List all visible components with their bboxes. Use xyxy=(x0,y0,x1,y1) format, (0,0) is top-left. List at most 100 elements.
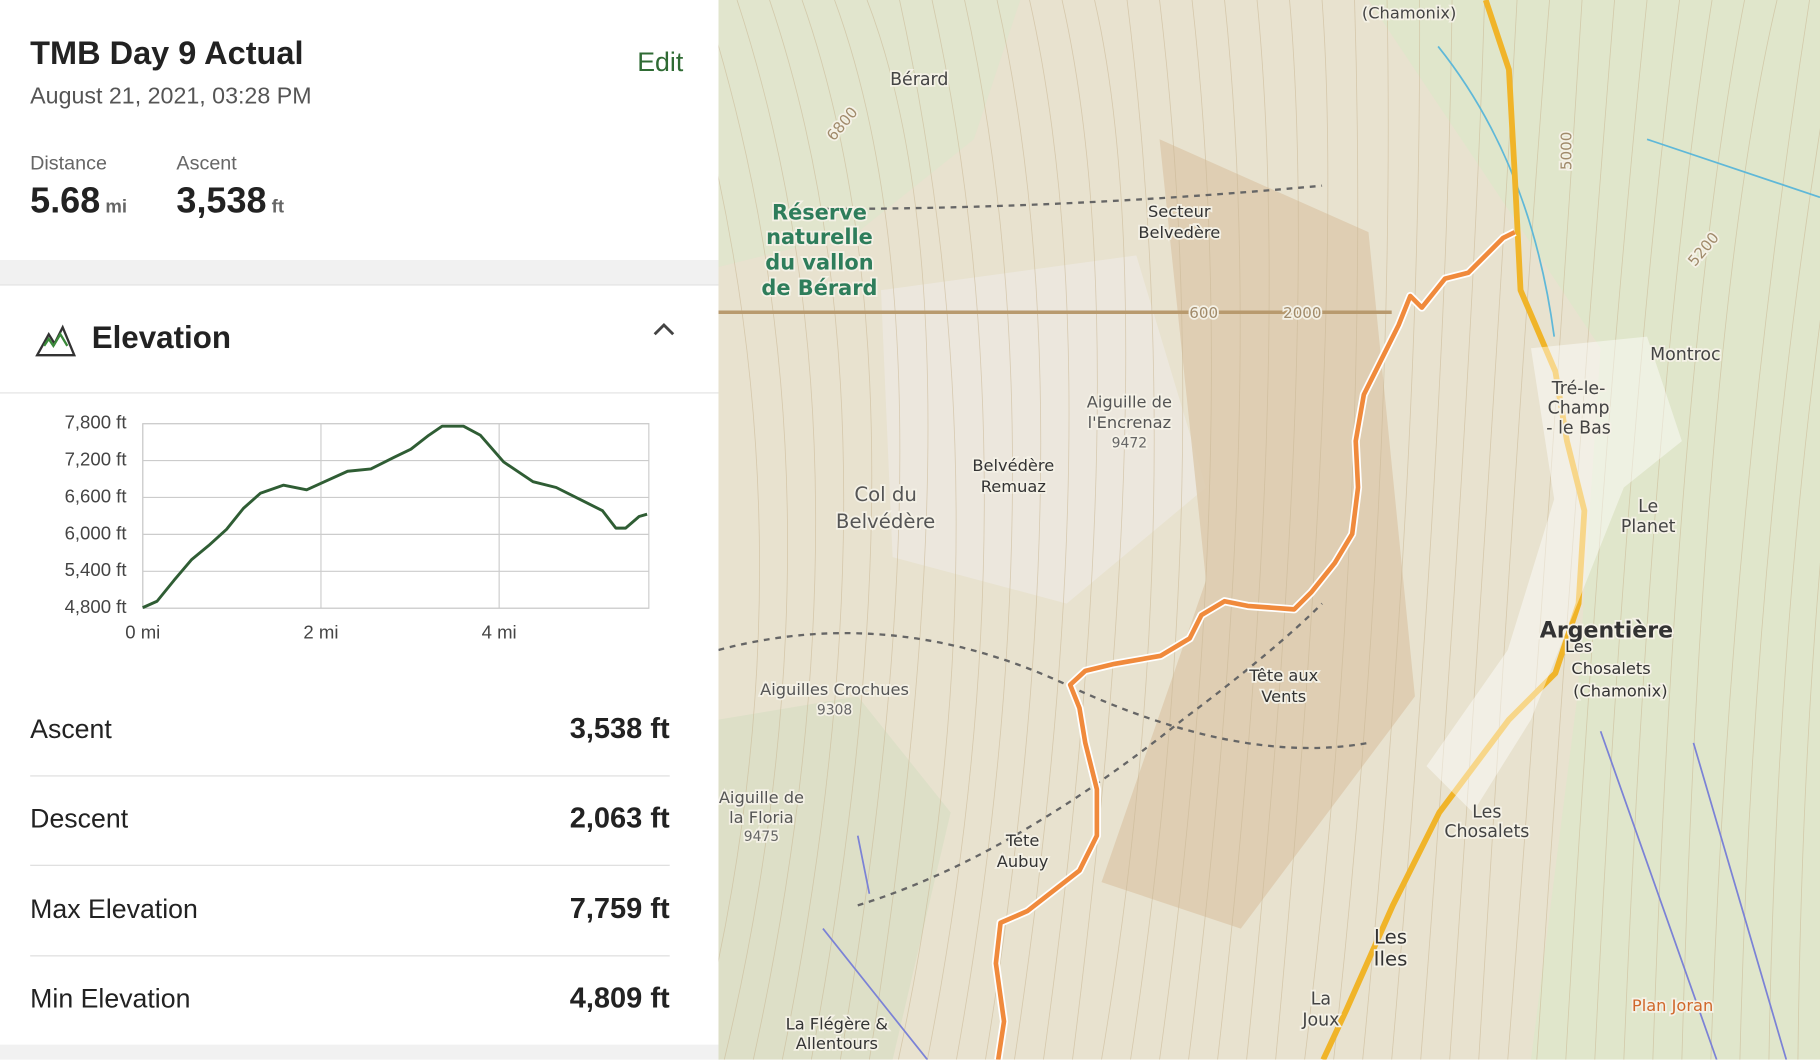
contour xyxy=(1594,0,1680,1060)
contour xyxy=(1681,0,1778,1060)
map-label: 5000 xyxy=(1557,132,1575,170)
map-label: Col du xyxy=(854,483,917,506)
contour xyxy=(1159,0,1212,1060)
map-label: naturelle xyxy=(766,225,873,249)
contour xyxy=(801,0,873,1060)
map-label: Aiguilles Crochues xyxy=(760,680,909,699)
lift xyxy=(822,730,1788,1060)
map-label: Champ xyxy=(1548,399,1610,419)
row-value: 4,809 ft xyxy=(569,981,670,1015)
map-label: 600 xyxy=(1189,304,1218,322)
map-label: du vallon xyxy=(765,250,873,274)
contour xyxy=(1797,562,1820,1060)
contour xyxy=(834,0,901,1060)
x-tick-label: 0 mi xyxy=(125,622,160,643)
contour xyxy=(736,0,816,1060)
map-label: la Floria xyxy=(729,808,794,827)
map-label: Réserve xyxy=(772,201,867,225)
contour xyxy=(956,0,1013,1060)
contour xyxy=(1536,0,1615,1060)
map-label: Plan Joran xyxy=(1632,996,1713,1015)
map-label: Secteur xyxy=(1148,202,1211,221)
map-label: Tré-le- xyxy=(1551,379,1606,399)
map-label: Belvédère xyxy=(972,456,1054,475)
contour xyxy=(1333,0,1389,1060)
terrain xyxy=(1101,139,1415,929)
unit: mi xyxy=(105,197,128,218)
town xyxy=(1426,336,1682,813)
map-label: Allentours xyxy=(796,1034,878,1053)
map-label: 9475 xyxy=(744,829,779,845)
map-label: Les xyxy=(1565,637,1592,656)
row-value: 3,538 ft xyxy=(569,712,670,746)
map-label: Tête aux xyxy=(1248,666,1318,685)
map-label: Vents xyxy=(1261,687,1306,706)
contour xyxy=(1739,128,1820,1060)
contour xyxy=(1507,0,1583,1060)
elevation-chart: 4,800 ft 5,400 ft 6,000 ft 6,600 ft 7,200 ft… xyxy=(65,412,650,643)
terrain xyxy=(718,696,951,1060)
contour xyxy=(769,0,845,1060)
map-label: Les xyxy=(1374,925,1407,948)
y-tick-label: 6,000 ft xyxy=(65,522,128,543)
elevation-icon xyxy=(35,324,77,357)
row-value: 2,063 ft xyxy=(569,802,670,835)
section-title: Elevation xyxy=(91,320,232,356)
map-label: Belvedère xyxy=(1138,223,1220,242)
contour xyxy=(1478,0,1550,1060)
contour xyxy=(1101,0,1155,1060)
row-label: Min Elevation xyxy=(30,983,191,1014)
row-value: 7,759 ft xyxy=(569,892,670,926)
map-label: Le xyxy=(1638,497,1658,517)
map-label: Belvédère xyxy=(836,510,935,533)
summary-label: Ascent xyxy=(176,152,237,175)
unit: ft xyxy=(271,197,285,218)
map-label: La xyxy=(1311,989,1331,1009)
contour xyxy=(1710,0,1810,1060)
map-label: (Chamonix) xyxy=(1573,681,1667,700)
divider xyxy=(0,392,719,394)
collapse-button[interactable] xyxy=(650,319,678,340)
map-label: Aiguille de xyxy=(719,788,804,807)
side-panel: TMB Day 9 Actual August 21, 2021, 03:28 … xyxy=(0,0,720,1060)
contour xyxy=(1623,0,1713,1060)
map-label: Argentière xyxy=(1540,618,1673,643)
edit-button[interactable]: Edit xyxy=(637,46,684,77)
value: 3,538 xyxy=(176,179,267,221)
track-title: TMB Day 9 Actual xyxy=(30,34,304,71)
map-label: Tete xyxy=(1005,831,1040,850)
row-label: Ascent xyxy=(30,713,112,745)
summary-label: Distance xyxy=(30,152,107,175)
contour xyxy=(927,0,985,1060)
road xyxy=(1320,0,1588,1060)
row-divider xyxy=(30,955,670,957)
contour xyxy=(1652,0,1745,1060)
y-tick-label: 7,200 ft xyxy=(65,448,128,469)
contour xyxy=(1130,0,1184,1060)
trail xyxy=(718,184,1369,907)
y-tick-label: 7,800 ft xyxy=(65,412,128,433)
contour xyxy=(1420,0,1485,1060)
map-label: Iles xyxy=(1374,947,1408,970)
map-label: Montroc xyxy=(1650,345,1721,365)
x-tick-label: 4 mi xyxy=(482,622,517,643)
map-label: Aubuy xyxy=(997,852,1049,871)
map-label: 9472 xyxy=(1112,435,1147,451)
contour xyxy=(1565,0,1648,1060)
map-label: Remuaz xyxy=(981,477,1046,496)
map-label: - le Bas xyxy=(1546,418,1611,438)
contour xyxy=(897,0,957,1060)
map-label: Les xyxy=(1472,802,1501,822)
map-label: 2000 xyxy=(1283,304,1321,322)
contour xyxy=(1768,319,1820,1060)
map-label: La Flégère & xyxy=(786,1014,889,1033)
map-label: de Bérard xyxy=(761,276,877,300)
map-label: Chosalets xyxy=(1444,822,1529,842)
divider xyxy=(0,259,719,286)
contour xyxy=(1014,0,1070,1060)
row-label: Descent xyxy=(30,803,129,834)
map-label: Joux xyxy=(1301,1010,1339,1030)
